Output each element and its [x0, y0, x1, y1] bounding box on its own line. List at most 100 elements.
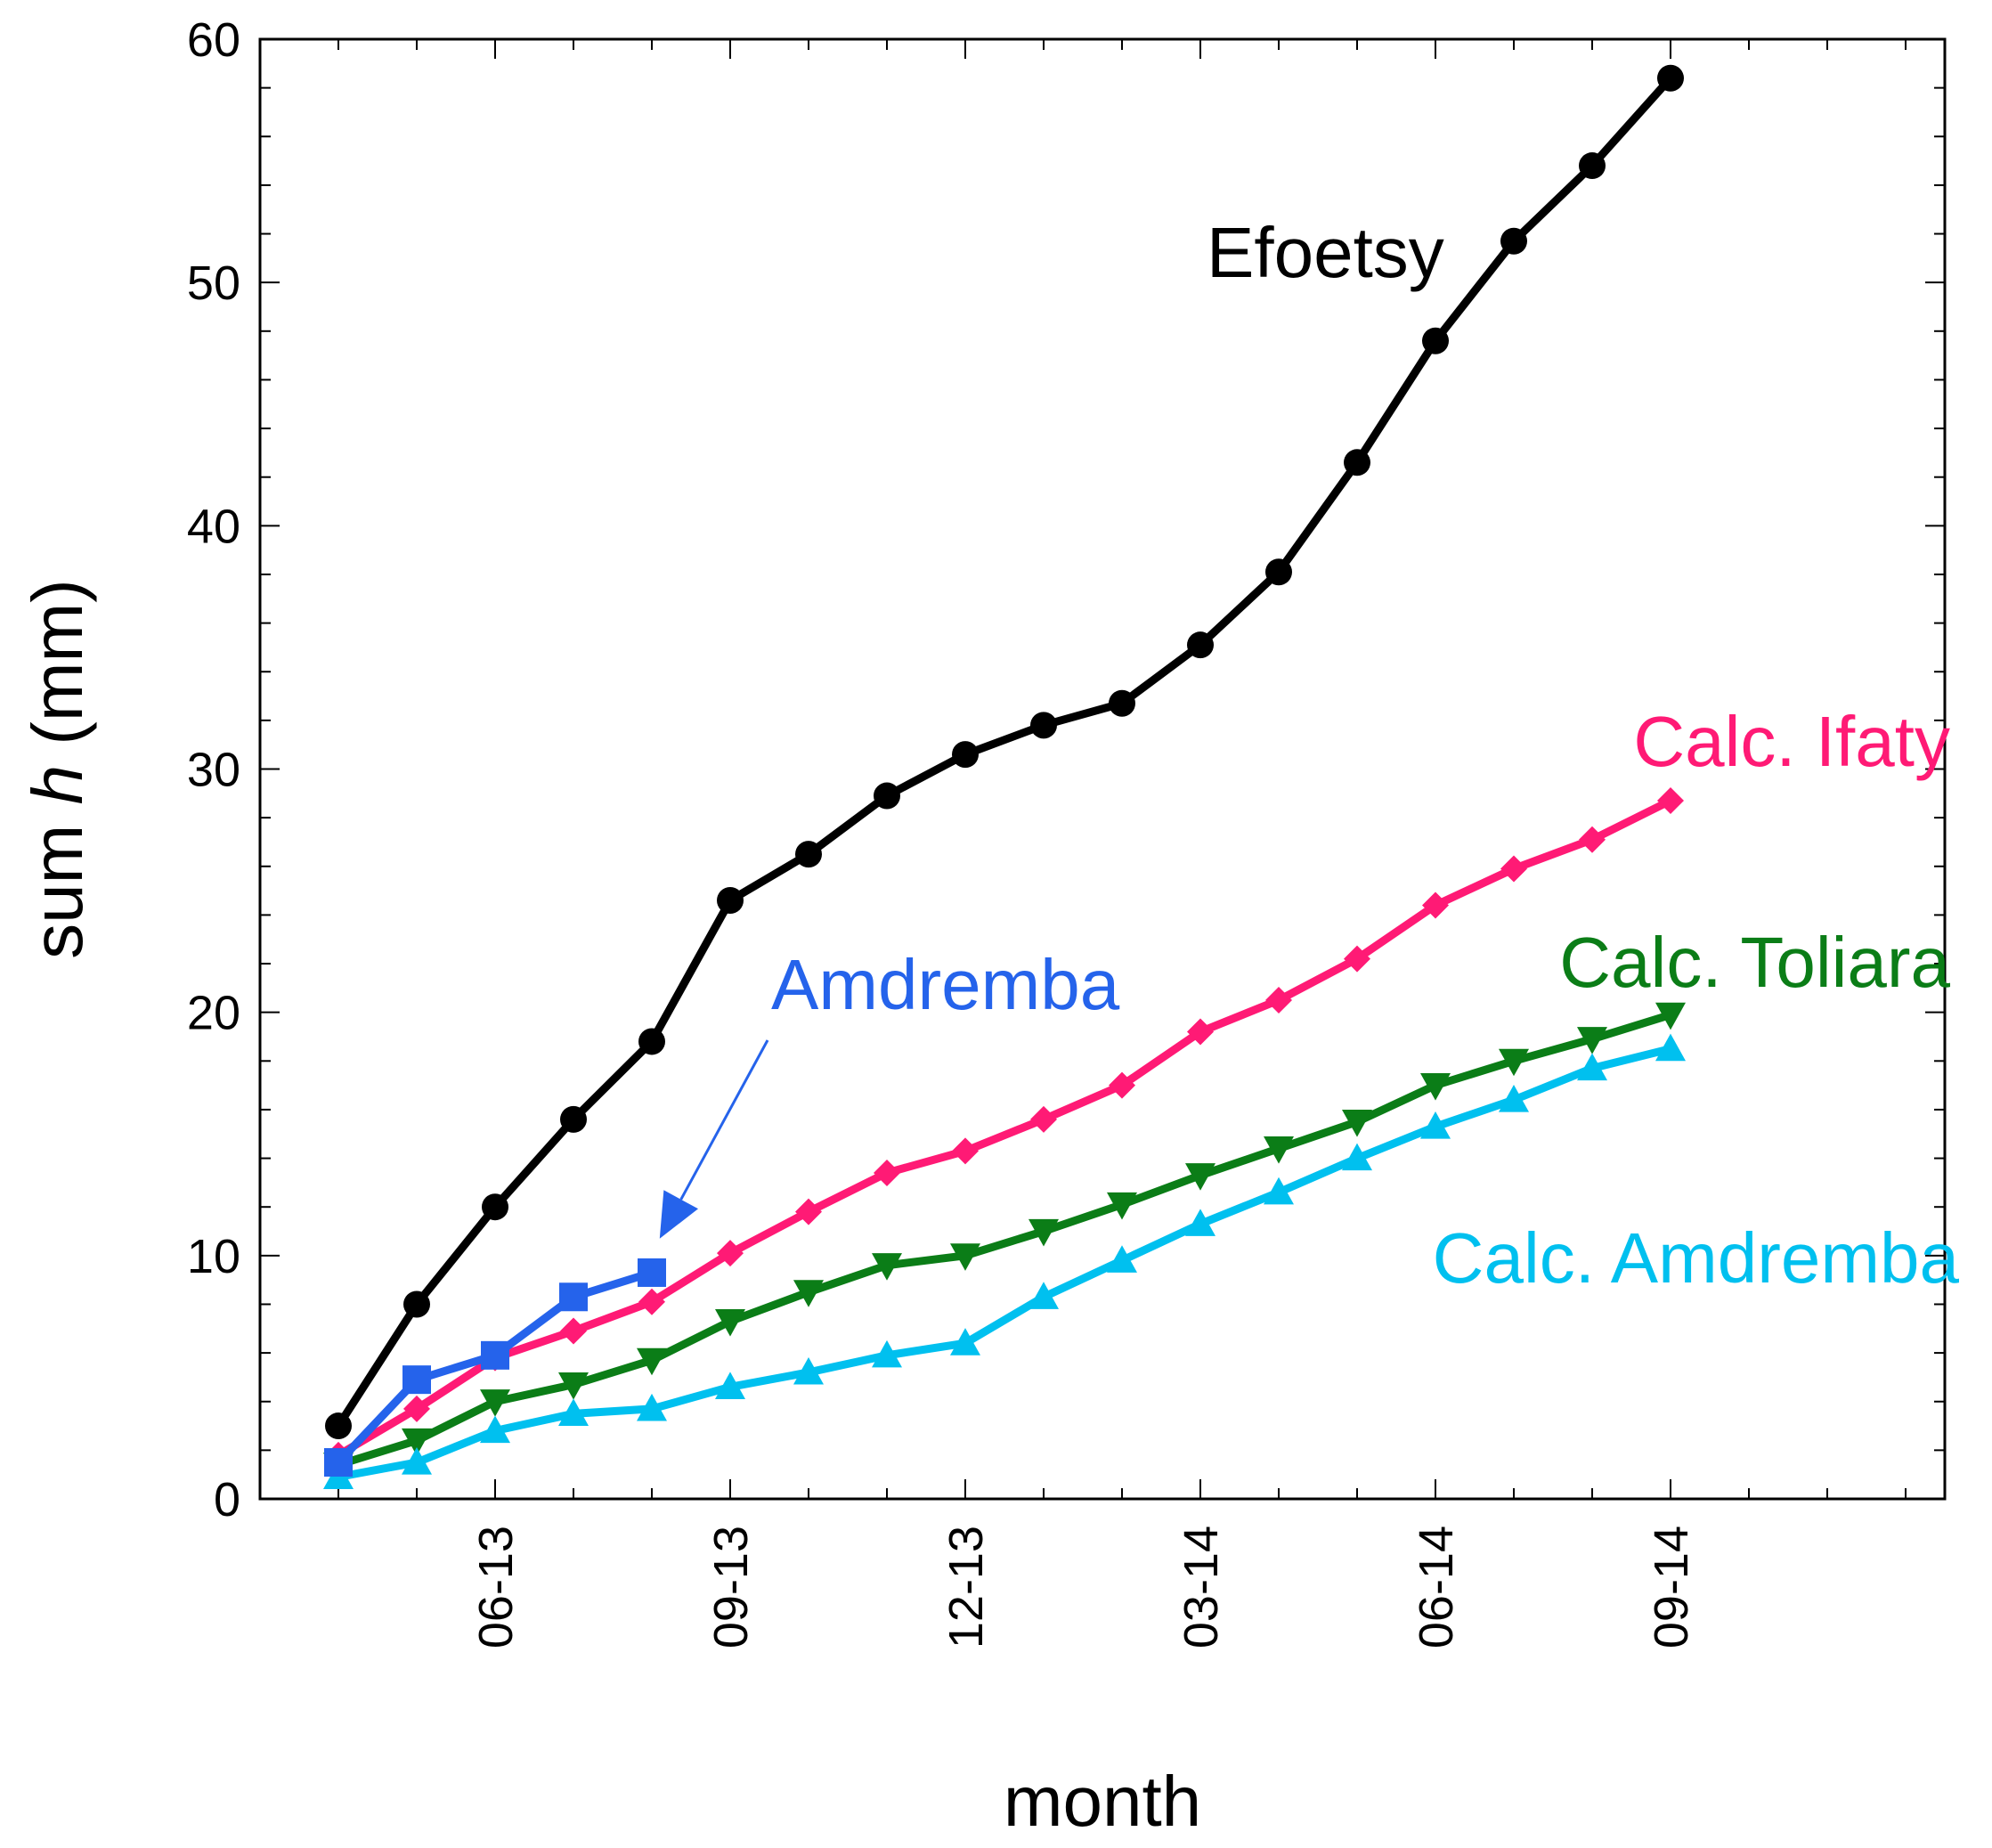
- data-point: [481, 1340, 509, 1370]
- data-point: [1265, 558, 1292, 586]
- x-tick-label: 06-14: [1410, 1526, 1463, 1649]
- data-point: [1499, 1085, 1529, 1112]
- data-point: [325, 1412, 352, 1440]
- data-point: [1577, 1053, 1607, 1081]
- data-point: [1185, 1163, 1216, 1191]
- y-tick-label: 0: [214, 1473, 240, 1526]
- data-point: [480, 1389, 510, 1417]
- data-point: [1579, 152, 1606, 180]
- data-point: [1185, 1209, 1216, 1236]
- series-line: [334, 796, 1675, 1460]
- data-point: [558, 1398, 589, 1426]
- data-point: [638, 1028, 665, 1055]
- data-point: [638, 1258, 666, 1287]
- y-tick-label: 30: [187, 744, 240, 797]
- data-point: [1109, 1071, 1135, 1099]
- data-point: [560, 1105, 587, 1133]
- data-point: [717, 1240, 744, 1267]
- series-amdremba: [324, 1258, 666, 1478]
- y-tick-label: 40: [187, 500, 240, 553]
- series-label-calc-ifaty: Calc. Ifaty: [1633, 702, 1950, 781]
- data-point: [1264, 1136, 1294, 1164]
- data-point: [1265, 987, 1292, 1014]
- data-point: [1499, 1048, 1529, 1077]
- data-point: [950, 1243, 980, 1271]
- data-point: [403, 1290, 430, 1318]
- data-point: [952, 1137, 979, 1165]
- data-point: [559, 1282, 588, 1312]
- y-tick-label: 20: [187, 987, 240, 1040]
- data-point: [480, 1415, 510, 1444]
- data-point: [872, 1253, 902, 1281]
- x-axis-title: month: [1004, 1762, 1201, 1841]
- data-point: [1107, 1245, 1137, 1273]
- data-point: [638, 1288, 665, 1315]
- data-point: [717, 887, 744, 915]
- data-point: [795, 1198, 822, 1225]
- y-tick-label: 50: [187, 256, 240, 310]
- series-line: [334, 1010, 1675, 1469]
- data-point: [1657, 64, 1684, 92]
- data-point: [1500, 227, 1527, 255]
- data-point: [1029, 1282, 1059, 1309]
- x-tick-label: 12-13: [939, 1526, 993, 1649]
- data-point: [1577, 1027, 1607, 1054]
- series-efoetsy: [325, 64, 1684, 1440]
- y-axis-title-prefix: sum: [18, 804, 97, 958]
- y-axis-title-var: h: [18, 765, 97, 805]
- series-label-efoetsy: Efoetsy: [1207, 213, 1444, 292]
- data-point: [1344, 449, 1370, 476]
- data-point: [793, 1356, 824, 1385]
- data-point: [793, 1280, 824, 1307]
- data-point: [560, 1317, 587, 1345]
- data-point: [1264, 1176, 1294, 1205]
- data-point: [1342, 1109, 1372, 1137]
- data-point: [872, 1339, 902, 1368]
- data-point: [1420, 1111, 1451, 1139]
- data-point: [1579, 826, 1606, 853]
- x-tick-label: 06-13: [469, 1526, 523, 1649]
- x-tick-label: 09-13: [704, 1526, 758, 1649]
- axes: 0 10 20 30 40 50 60 06-13 09-13 12-13 03-14 06-14 09…: [187, 13, 1947, 1649]
- data-point: [795, 841, 822, 868]
- y-axis-title: sum h (mm): [18, 579, 97, 959]
- data-point: [558, 1372, 589, 1400]
- y-tick-label: 60: [187, 13, 240, 67]
- data-point: [402, 1428, 432, 1456]
- data-point: [1107, 1192, 1137, 1220]
- data-point: [715, 1308, 745, 1337]
- series-line: [334, 74, 1675, 1430]
- plot-frame: [258, 37, 1947, 1501]
- data-point: [1657, 787, 1684, 815]
- data-point: [1422, 327, 1449, 354]
- labels: month sum h (mm) Efoetsy Calc. Ifaty Calc. T…: [18, 213, 1960, 1841]
- data-point: [1344, 945, 1370, 973]
- series-line: [334, 1045, 1675, 1481]
- y-axis-title-suffix: (mm): [18, 579, 97, 765]
- data-point: [1030, 712, 1057, 739]
- data-point: [402, 1365, 431, 1395]
- data-point: [1342, 1143, 1372, 1171]
- data-point: [1655, 1002, 1686, 1030]
- data-point: [637, 1347, 667, 1376]
- x-tick-label: 09-14: [1645, 1526, 1698, 1649]
- data-point: [1500, 855, 1527, 883]
- data-point: [874, 782, 900, 810]
- series-layer: [323, 64, 1686, 1490]
- data-point: [482, 1193, 508, 1221]
- data-point: [1422, 891, 1449, 919]
- data-point: [1187, 1018, 1214, 1046]
- data-point: [874, 1159, 900, 1186]
- data-point: [1109, 689, 1135, 717]
- annotation-arrow-head: [659, 1190, 699, 1239]
- data-point: [402, 1447, 432, 1475]
- data-point: [715, 1372, 745, 1399]
- data-point: [1187, 631, 1214, 659]
- data-point: [1029, 1218, 1059, 1247]
- data-point: [1655, 1033, 1686, 1062]
- series-calc-ifaty: [325, 787, 1684, 1469]
- annotation-arrow-shaft: [679, 1039, 769, 1201]
- y-tick-label: 10: [187, 1230, 240, 1283]
- data-point: [324, 1448, 353, 1478]
